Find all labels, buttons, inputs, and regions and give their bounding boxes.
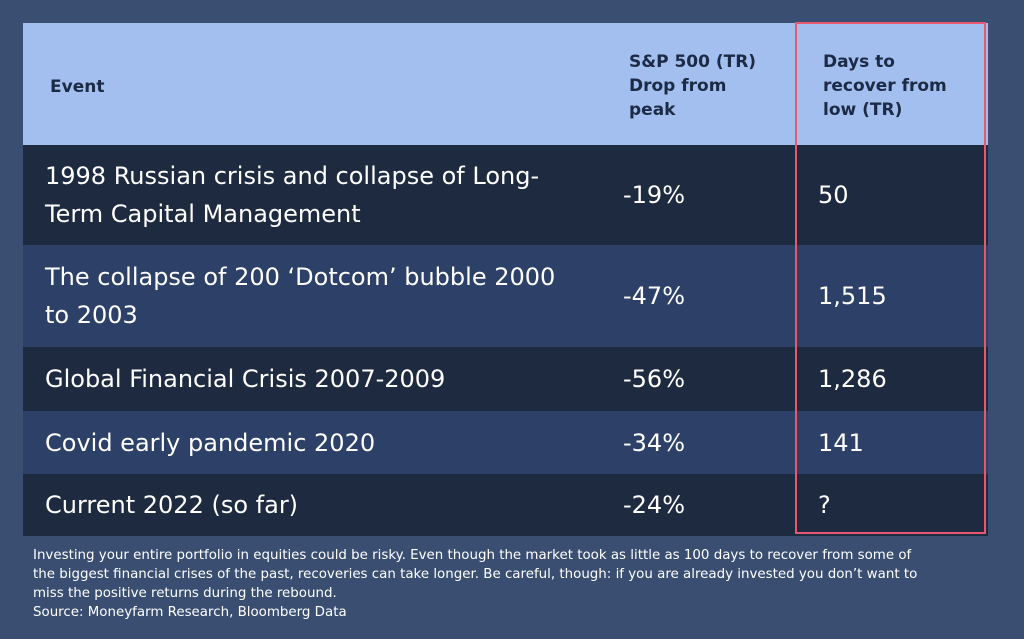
source-note: Source: Moneyfarm Research, Bloomberg Da…	[33, 605, 347, 620]
table-row: Global Financial Crisis 2007-2009 -56% 1,2…	[23, 347, 988, 411]
header-drop-line: Drop from	[629, 76, 727, 96]
days-cell: 1,515	[818, 282, 887, 310]
days-cell: 141	[818, 428, 864, 457]
header-days-line: recover from	[823, 76, 947, 96]
event-cell: Current 2022 (so far)	[45, 474, 575, 536]
drop-cell: -47%	[623, 282, 686, 310]
footnote: Investing your entire portfolio in equit…	[33, 546, 993, 622]
header-event-line: Event	[50, 77, 105, 97]
event-label-line: 1998 Russian crisis and collapse of Long…	[45, 162, 540, 190]
days-cell: ?	[818, 491, 831, 519]
drop-cell: -19%	[623, 181, 686, 209]
header-event: Event	[50, 75, 104, 99]
footnote-line: the biggest financial crises of the past…	[33, 567, 918, 582]
event-label-line: Term Capital Management	[45, 200, 361, 228]
header-drop: S&P 500 (TR) Drop from peak	[629, 50, 756, 122]
event-label-line: The collapse of 200 ‘Dotcom’ bubble 2000	[45, 263, 556, 291]
event-label-line: Current 2022 (so far)	[45, 491, 299, 519]
table-header: Event S&P 500 (TR) Drop from peak Days t…	[23, 23, 988, 145]
event-cell: 1998 Russian crisis and collapse of Long…	[45, 145, 575, 245]
event-cell: Covid early pandemic 2020	[45, 411, 575, 474]
event-label-line: Covid early pandemic 2020	[45, 428, 376, 457]
header-days-line: low (TR)	[823, 100, 903, 120]
event-label-line: to 2003	[45, 301, 138, 329]
days-cell: 1,286	[818, 365, 887, 393]
event-cell: The collapse of 200 ‘Dotcom’ bubble 2000…	[45, 245, 575, 347]
event-cell: Global Financial Crisis 2007-2009	[45, 347, 575, 411]
table-row: Current 2022 (so far) -24%?	[23, 474, 988, 536]
days-cell: 50	[818, 181, 849, 209]
header-drop-line: S&P 500 (TR)	[629, 52, 757, 72]
drop-cell: -24%	[623, 491, 686, 519]
header-drop-line: peak	[629, 100, 676, 120]
table-row: 1998 Russian crisis and collapse of Long…	[23, 145, 988, 245]
header-days-line: Days to	[823, 52, 895, 72]
table-row: The collapse of 200 ‘Dotcom’ bubble 2000…	[23, 245, 988, 347]
event-label-line: Global Financial Crisis 2007-2009	[45, 365, 446, 393]
header-days: Days to recover from low (TR)	[823, 50, 947, 122]
footnote-line: miss the positive returns during the reb…	[33, 586, 337, 601]
drop-cell: -56%	[623, 365, 686, 393]
footnote-line: Investing your entire portfolio in equit…	[33, 548, 912, 563]
drop-cell: -34%	[623, 428, 686, 457]
table-row: Covid early pandemic 2020 -34% 141	[23, 411, 988, 474]
